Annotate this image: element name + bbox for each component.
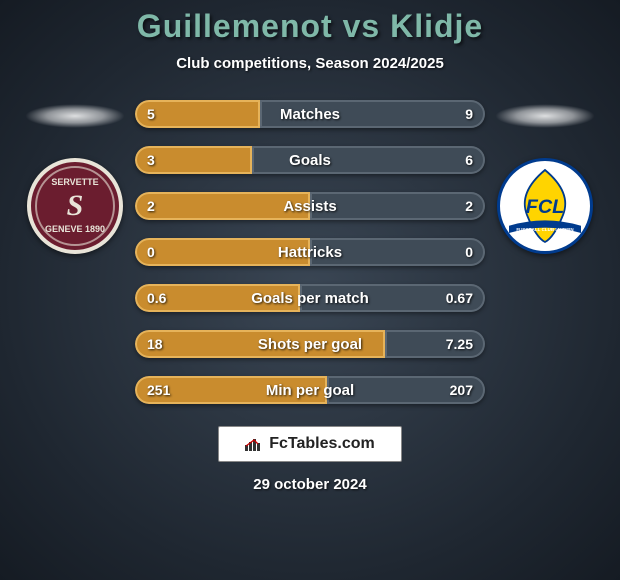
- bar-value-left: 3: [147, 152, 155, 168]
- bar-chart-icon: [245, 437, 263, 451]
- bar-value-left: 18: [147, 336, 163, 352]
- bar-label: Assists: [283, 198, 336, 215]
- bar-label: Hattricks: [278, 244, 342, 261]
- stat-bar: 0 0 Hattricks: [135, 238, 485, 266]
- bar-value-right: 6: [465, 152, 473, 168]
- bar-value-right: 9: [465, 106, 473, 122]
- left-club-badge: SERVETTE S GENEVE 1890: [27, 158, 123, 254]
- content-row: SERVETTE S GENEVE 1890 5 9 Matches 3 6 Goals 2…: [0, 100, 620, 404]
- stat-bar: 251 207 Min per goal: [135, 376, 485, 404]
- footer-brand-text: FcTables.com: [269, 435, 375, 453]
- bar-value-left: 2: [147, 198, 155, 214]
- bar-value-right: 7.25: [446, 336, 473, 352]
- stat-bar: 0.6 0.67 Goals per match: [135, 284, 485, 312]
- bar-value-right: 2: [465, 198, 473, 214]
- left-player-column: SERVETTE S GENEVE 1890: [15, 100, 135, 254]
- right-player-column: FCL FUSSBALL CLUB LUZERN: [485, 100, 605, 254]
- bar-label: Min per goal: [266, 382, 354, 399]
- stat-bar: 3 6 Goals: [135, 146, 485, 174]
- stat-bar: 5 9 Matches: [135, 100, 485, 128]
- bar-value-left: 0.6: [147, 290, 166, 306]
- stat-bar: 2 2 Assists: [135, 192, 485, 220]
- bar-value-left: 5: [147, 106, 155, 122]
- badge-ring: [35, 166, 115, 246]
- fcl-badge-svg: FCL FUSSBALL CLUB LUZERN: [500, 161, 590, 251]
- bar-fill-right: [252, 146, 485, 174]
- stat-bar: 18 7.25 Shots per goal: [135, 330, 485, 358]
- bar-label: Goals: [289, 152, 331, 169]
- comparison-infographic: Guillemenot vs Klidje Club competitions,…: [0, 0, 620, 580]
- player-silhouette-shadow: [495, 104, 595, 128]
- subtitle: Club competitions, Season 2024/2025: [176, 55, 444, 72]
- bar-value-right: 0: [465, 244, 473, 260]
- bar-label: Goals per match: [251, 290, 369, 307]
- footer-date: 29 october 2024: [253, 476, 366, 493]
- player-silhouette-shadow: [25, 104, 125, 128]
- bar-value-left: 251: [147, 382, 170, 398]
- right-club-badge: FCL FUSSBALL CLUB LUZERN: [497, 158, 593, 254]
- bar-value-right: 0.67: [446, 290, 473, 306]
- fcl-ribbon: FUSSBALL CLUB LUZERN: [516, 227, 573, 232]
- bar-value-left: 0: [147, 244, 155, 260]
- fcl-label: FCL: [526, 196, 564, 218]
- bar-label: Matches: [280, 106, 340, 123]
- bar-label: Shots per goal: [258, 336, 362, 353]
- bar-value-right: 207: [450, 382, 473, 398]
- footer-brand-box: FcTables.com: [218, 426, 402, 462]
- stats-bars: 59Matches36Goals22Assists00Hattricks0.60…: [135, 100, 485, 404]
- headline: Guillemenot vs Klidje: [137, 8, 483, 45]
